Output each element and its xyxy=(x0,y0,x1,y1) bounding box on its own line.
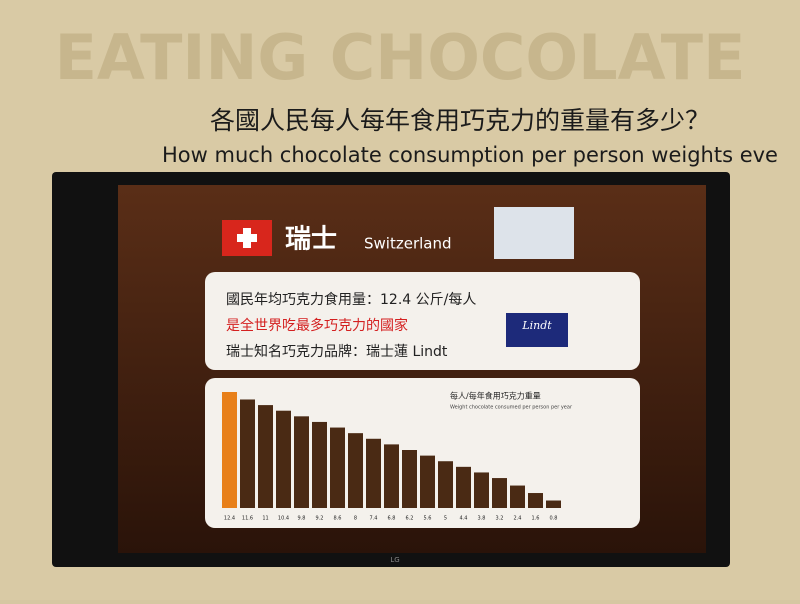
flag-cross xyxy=(237,228,257,248)
bar xyxy=(240,399,255,508)
value-label: 1.6 xyxy=(532,516,540,522)
bar xyxy=(276,410,291,508)
value-label: 6.8 xyxy=(388,516,396,522)
bullet: 國民年均巧克力食用量：12.4 公斤/每人 xyxy=(226,291,476,308)
value-label: 5 xyxy=(444,516,447,522)
value-label: 11 xyxy=(262,516,268,522)
bar xyxy=(312,421,327,508)
lindt-logo xyxy=(506,313,568,347)
value-label: 0.8 xyxy=(550,516,558,522)
bar xyxy=(294,416,309,508)
bar xyxy=(438,461,453,508)
bar xyxy=(456,466,471,508)
bar xyxy=(258,405,273,508)
country-en: Switzerland xyxy=(364,235,452,253)
chart-title: 每人/每年食用巧克力重量 xyxy=(450,391,541,401)
bar xyxy=(546,500,561,508)
value-label: 3.8 xyxy=(478,516,486,522)
question-en: How much chocolate consumption per perso… xyxy=(162,143,778,167)
bullet: 瑞士知名巧克力品牌：瑞士蓮 Lindt xyxy=(226,343,448,360)
tv-brand: LG xyxy=(390,556,399,564)
chart-subtitle: Weight chocolate consumed per person per… xyxy=(450,405,573,411)
value-label: 3.2 xyxy=(496,516,504,522)
value-label: 7.4 xyxy=(370,516,378,522)
value-label: 8.6 xyxy=(334,516,342,522)
value-label: 10.4 xyxy=(278,516,289,522)
bar xyxy=(492,478,507,508)
bar xyxy=(222,392,237,508)
value-label: 6.2 xyxy=(406,516,414,522)
bar xyxy=(366,438,381,508)
bar xyxy=(420,455,435,508)
value-label: 9.2 xyxy=(316,516,324,522)
bar xyxy=(474,472,489,508)
value-label: 4.4 xyxy=(460,516,468,522)
value-label: 9.8 xyxy=(298,516,306,522)
value-label: 8 xyxy=(354,516,357,522)
wall-title: EATING CHOCOLATE xyxy=(55,21,746,94)
bar xyxy=(330,427,345,508)
value-label: 2.4 xyxy=(514,516,522,522)
bar xyxy=(384,444,399,508)
bar xyxy=(348,433,363,508)
world-map xyxy=(494,207,574,259)
value-label: 11.6 xyxy=(242,516,253,522)
question-zh: 各國人民每人每年食用巧克力的重量有多少？ xyxy=(210,106,710,135)
bar xyxy=(510,485,525,508)
bullet: 是全世界吃最多巧克力的國家 xyxy=(226,317,408,334)
value-label: 12.4 xyxy=(224,516,235,522)
bar xyxy=(528,493,543,508)
country-zh: 瑞士 xyxy=(285,225,337,255)
value-label: 5.6 xyxy=(424,516,432,522)
bar xyxy=(402,450,417,508)
logo-text: Lindt xyxy=(521,319,552,332)
